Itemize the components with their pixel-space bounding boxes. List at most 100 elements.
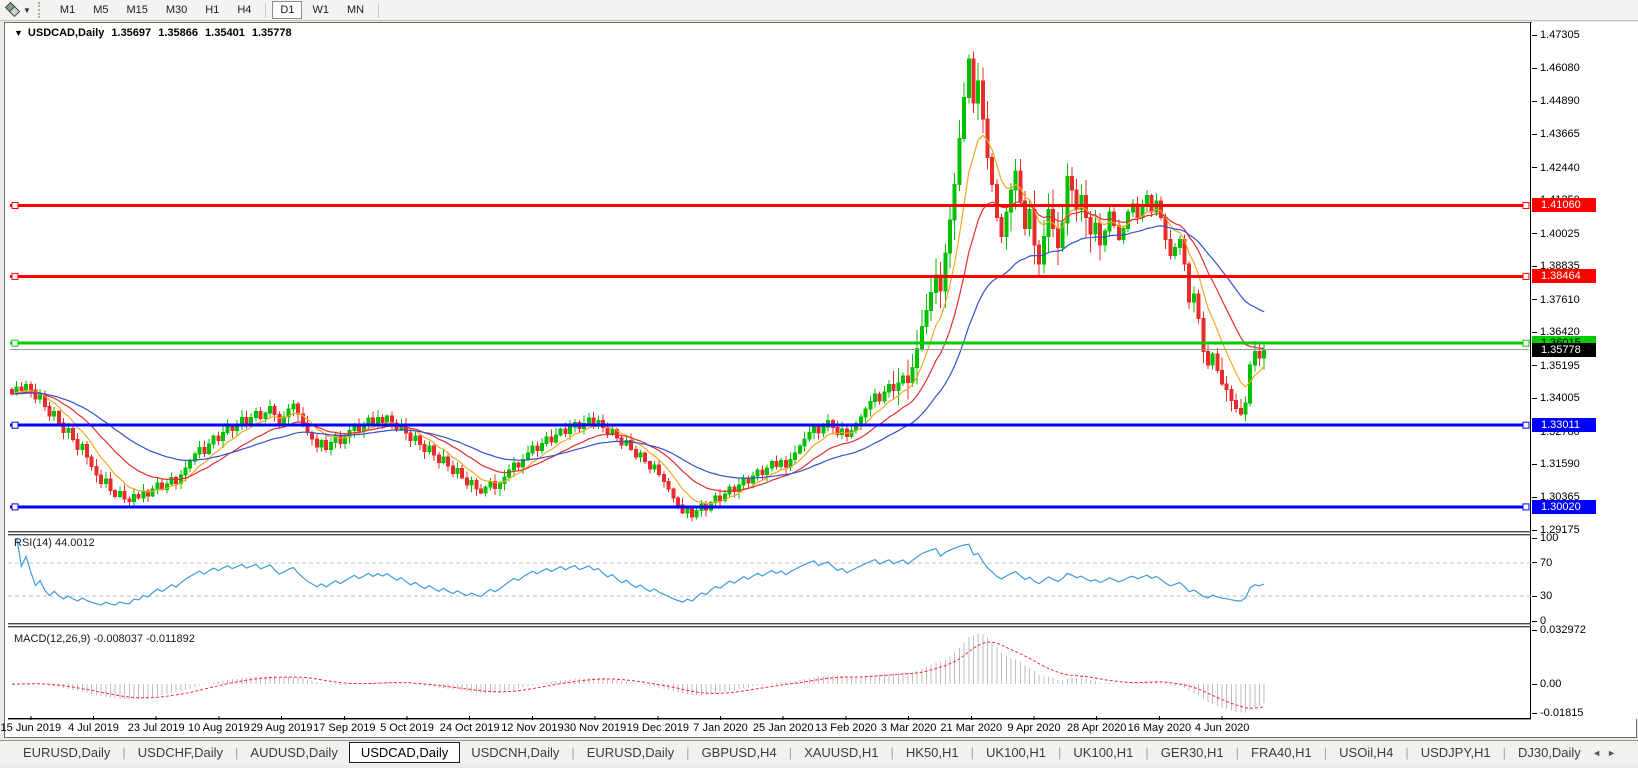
tab-usoil-h4[interactable]: USOil,H4 bbox=[1339, 745, 1394, 760]
level-handle-1.41060[interactable] bbox=[1522, 202, 1530, 209]
date-label-19-dec-2019: 19 Dec 2019 bbox=[626, 722, 689, 734]
rsi-pane-label: RSI(14) 44.0012 bbox=[14, 537, 95, 549]
tab-dj30-daily[interactable]: DJ30,Daily bbox=[1517, 745, 1581, 760]
pane-splitter-2[interactable] bbox=[8, 626, 1531, 628]
timeframe-button-m1[interactable]: M1 bbox=[52, 1, 83, 19]
price-tick-1.36420: 1.36420 bbox=[1532, 326, 1580, 338]
pane-splitter-1[interactable] bbox=[8, 531, 1531, 533]
date-label-4-jun-2020: 4 Jun 2020 bbox=[1194, 722, 1250, 734]
macd-current-values: -0.008037 -0.011892 bbox=[93, 633, 195, 645]
tab-gbpusd-h4[interactable]: GBPUSD,H4 bbox=[701, 745, 777, 760]
tab-eurusd-daily[interactable]: EURUSD,Daily bbox=[586, 745, 675, 760]
price-scale: 1.473051.460801.448901.436651.424401.412… bbox=[1532, 22, 1638, 719]
time-axis-line bbox=[8, 718, 1531, 720]
ma-slow-line bbox=[11, 225, 1265, 479]
level-handle-1.38464[interactable] bbox=[1522, 272, 1530, 280]
macd-histogram bbox=[16, 633, 1265, 713]
timeframe-button-m30[interactable]: M30 bbox=[158, 1, 195, 19]
tab-scroll-right-icon[interactable]: ► bbox=[1607, 747, 1622, 758]
tab-separator: | bbox=[1323, 745, 1328, 760]
quote-open: 1.35697 bbox=[111, 27, 152, 39]
tab-scroll-arrows[interactable]: ◄► bbox=[1592, 748, 1622, 758]
chart-symbol-title: USDCAD,Daily bbox=[27, 27, 105, 39]
tab-separator: | bbox=[235, 745, 239, 760]
price-label-1.30020: 1.30020 bbox=[1532, 499, 1596, 514]
tab-fra40-h1[interactable]: FRA40,H1 bbox=[1251, 745, 1312, 760]
toolbar-grip-handle[interactable] bbox=[37, 2, 44, 18]
tab-scroll-left-icon[interactable]: ◄ bbox=[1592, 747, 1608, 758]
toolbar-dropdown-caret-icon[interactable]: ▼ bbox=[23, 5, 31, 15]
timeframe-button-h4[interactable]: H4 bbox=[229, 1, 259, 19]
tab-separator: | bbox=[890, 745, 894, 760]
price-tick-1.44890: 1.44890 bbox=[1532, 95, 1580, 107]
level-handle-1.36015[interactable] bbox=[11, 339, 19, 347]
chart-tab-bar: EURUSD,Daily | USDCHF,Daily | AUDUSD,Daily US… bbox=[0, 740, 1638, 764]
macd-signal-line bbox=[11, 641, 1265, 709]
price-label-1.33011: 1.33011 bbox=[1532, 418, 1596, 433]
rsi-line bbox=[16, 537, 1265, 606]
level-handle-1.33011[interactable] bbox=[1522, 421, 1530, 429]
ma-fast-line bbox=[11, 134, 1265, 505]
price-scale-divider bbox=[1530, 22, 1531, 719]
price-tick-1.37610: 1.37610 bbox=[1532, 294, 1580, 306]
chart-canvas bbox=[8, 51, 1531, 720]
date-label-17-sep-2019: 17 Sep 2019 bbox=[313, 722, 376, 734]
level-handle-1.38464[interactable] bbox=[11, 272, 19, 280]
tab-uk100-h1[interactable]: UK100,H1 bbox=[1073, 745, 1134, 760]
chart-window bbox=[4, 22, 1637, 738]
tab-usdcnh-daily[interactable]: USDCNH,Daily bbox=[471, 745, 560, 760]
date-label-12-nov-2019: 12 Nov 2019 bbox=[501, 722, 564, 734]
tab-ger30-h1[interactable]: GER30,H1 bbox=[1160, 745, 1224, 760]
date-label-9-apr-2020: 9 Apr 2020 bbox=[1007, 722, 1061, 734]
tab-eurusd-daily[interactable]: EURUSD,Daily bbox=[23, 745, 111, 760]
date-label-28-apr-2020: 28 Apr 2020 bbox=[1067, 722, 1127, 734]
tab-separator: | bbox=[1145, 745, 1149, 760]
date-label-21-mar-2020: 21 Mar 2020 bbox=[940, 722, 1003, 734]
tab-xauusd-h1[interactable]: XAUUSD,H1 bbox=[804, 745, 879, 760]
tab-uk100-h1[interactable]: UK100,H1 bbox=[986, 745, 1047, 760]
date-label-23-jul-2019: 23 Jul 2019 bbox=[127, 722, 185, 734]
date-label-25-jan-2020: 25 Jan 2020 bbox=[752, 722, 814, 734]
symbol-dropdown-icon[interactable]: ▼ bbox=[14, 28, 23, 38]
pane-splitter-1[interactable] bbox=[8, 534, 1531, 536]
macd-tick--0.01815: -0.01815 bbox=[1532, 707, 1583, 719]
date-label-4-jul-2019: 4 Jul 2019 bbox=[68, 722, 119, 734]
price-tick-1.47305: 1.47305 bbox=[1532, 29, 1580, 41]
date-label-16-may-2020: 16 May 2020 bbox=[1127, 722, 1192, 734]
tab-audusd-daily[interactable]: AUDUSD,Daily bbox=[250, 745, 338, 760]
tab-hk50-h1[interactable]: HK50,H1 bbox=[905, 745, 959, 760]
timeframe-button-m5[interactable]: M5 bbox=[85, 1, 116, 19]
macd-pane-label: MACD(12,26,9) -0.008037 -0.011892 bbox=[14, 633, 195, 645]
tab-usdjpy-h1[interactable]: USDJPY,H1 bbox=[1420, 745, 1491, 760]
date-label-24-oct-2019: 24 Oct 2019 bbox=[439, 722, 500, 734]
timeframe-button-w1[interactable]: W1 bbox=[304, 1, 337, 19]
tab-usdcad-daily[interactable]: USDCAD,Daily bbox=[348, 742, 461, 763]
level-handle-1.30020[interactable] bbox=[1522, 503, 1530, 511]
date-label-5-oct-2019: 5 Oct 2019 bbox=[380, 722, 434, 734]
rsi-current-value: 44.0012 bbox=[54, 537, 95, 549]
tab-separator: | bbox=[1235, 745, 1240, 760]
price-tick-1.38835: 1.38835 bbox=[1532, 260, 1580, 272]
rsi-name: RSI(14) bbox=[14, 537, 52, 549]
timeframe-button-mn[interactable]: MN bbox=[339, 1, 372, 19]
timeframe-button-h1[interactable]: H1 bbox=[197, 1, 227, 19]
price-tick-1.43665: 1.43665 bbox=[1532, 128, 1580, 140]
chart-objects-icon[interactable] bbox=[4, 1, 22, 18]
timeframe-button-d1[interactable]: D1 bbox=[272, 1, 303, 19]
date-label-30-nov-2019: 30 Nov 2019 bbox=[563, 722, 627, 734]
date-label-10-aug-2019: 10 Aug 2019 bbox=[187, 722, 250, 734]
tab-separator: | bbox=[571, 745, 575, 760]
tab-separator: | bbox=[686, 745, 690, 760]
quote-low: 1.35401 bbox=[205, 27, 245, 39]
tab-separator: | bbox=[122, 745, 126, 760]
pane-splitter-2[interactable] bbox=[8, 623, 1531, 625]
timeframe-button-m15[interactable]: M15 bbox=[118, 1, 155, 19]
level-handle-1.41060[interactable] bbox=[11, 202, 19, 209]
level-handle-1.36015[interactable] bbox=[1522, 339, 1530, 347]
tab-usdchf-daily[interactable]: USDCHF,Daily bbox=[137, 745, 224, 760]
price-tick-1.46080: 1.46080 bbox=[1532, 62, 1580, 74]
level-handle-1.33011[interactable] bbox=[11, 421, 19, 429]
price-tick-1.29175: 1.29175 bbox=[1532, 524, 1580, 536]
level-handle-1.30020[interactable] bbox=[11, 503, 19, 511]
